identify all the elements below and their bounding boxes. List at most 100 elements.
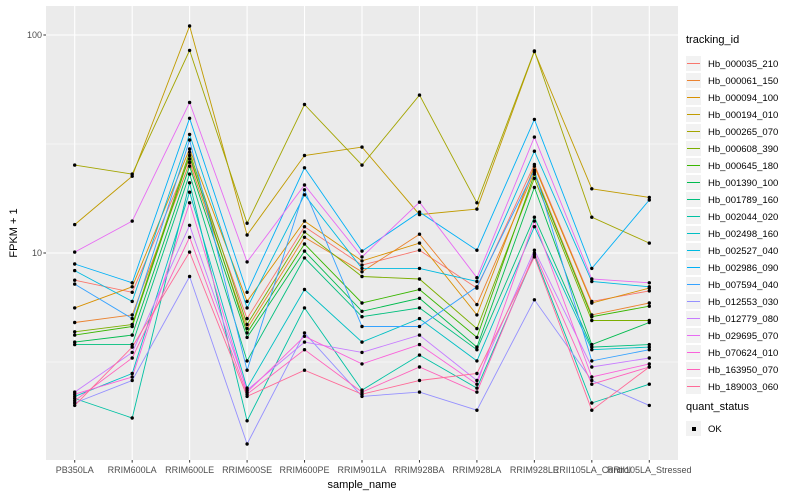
data-point xyxy=(417,212,422,217)
data-point xyxy=(187,160,192,165)
data-point xyxy=(187,100,192,105)
legend-key-line-icon xyxy=(687,334,700,337)
legend-key-line-icon xyxy=(687,164,700,167)
data-point xyxy=(475,201,479,205)
legend-key-line-icon xyxy=(687,351,700,354)
data-point xyxy=(475,326,479,331)
data-point xyxy=(187,181,192,185)
data-point xyxy=(532,135,537,139)
data-point xyxy=(647,195,651,200)
data-point xyxy=(73,342,77,347)
data-point xyxy=(302,230,307,234)
data-point xyxy=(130,371,134,376)
data-point xyxy=(187,172,192,176)
data-point xyxy=(417,378,422,383)
data-point xyxy=(647,301,651,305)
data-point xyxy=(475,371,479,376)
data-point xyxy=(532,117,537,122)
data-point xyxy=(73,333,77,337)
data-point xyxy=(360,255,364,259)
data-point xyxy=(130,356,134,360)
legend-key xyxy=(686,225,701,241)
data-point xyxy=(475,276,479,280)
data-point xyxy=(417,316,422,321)
x-tick-label: RRIM600SE xyxy=(222,465,273,475)
data-point xyxy=(302,102,307,107)
x-tick-label: RRIM901LA xyxy=(337,465,387,475)
data-point xyxy=(647,365,651,369)
legend-key xyxy=(686,89,701,105)
data-point xyxy=(590,365,594,369)
legend-key-line-icon xyxy=(687,96,700,99)
legend-key xyxy=(686,174,701,190)
legend-key-line-icon xyxy=(687,266,700,269)
data-point xyxy=(187,48,192,53)
data-point xyxy=(245,316,249,321)
x-tick-label: RRIM600PE xyxy=(279,465,330,475)
y-tick-label: 100 xyxy=(26,30,42,40)
data-point xyxy=(417,210,422,214)
legend-key xyxy=(686,191,701,207)
data-point xyxy=(73,306,77,310)
legend-label: Hb_002986_090 xyxy=(708,262,779,274)
data-point xyxy=(475,248,479,252)
data-point xyxy=(532,164,537,168)
data-point xyxy=(360,145,364,149)
legend-label: Hb_029695_070 xyxy=(708,330,779,342)
data-point xyxy=(475,302,479,307)
legend-key-line-icon xyxy=(687,113,700,116)
legend-key-line-icon xyxy=(687,181,700,184)
data-point xyxy=(417,342,422,347)
legend-key-line-icon xyxy=(687,300,700,303)
data-point xyxy=(130,378,134,383)
data-point xyxy=(302,219,307,223)
data-point xyxy=(245,331,249,335)
data-point xyxy=(130,333,134,337)
data-point xyxy=(532,215,537,219)
data-point xyxy=(187,150,192,154)
legend-label: Hb_000094_100 xyxy=(708,92,779,104)
data-point xyxy=(417,287,422,292)
data-point xyxy=(590,408,594,412)
x-tick-label: RRII105LA_Stressed xyxy=(606,465,692,475)
data-point xyxy=(647,362,651,366)
legend-key-line-icon xyxy=(687,232,700,235)
data-point xyxy=(245,260,249,264)
legend-key-line-icon xyxy=(687,147,700,150)
legend-label: Hb_007594_040 xyxy=(708,279,779,291)
legend-key-line-icon xyxy=(687,79,700,82)
data-point xyxy=(302,235,307,239)
data-point xyxy=(360,340,364,344)
x-tick-label: RRII105LA_Control xyxy=(552,465,631,475)
x-axis-title: sample_name xyxy=(327,479,397,491)
data-point xyxy=(647,281,651,285)
data-point xyxy=(245,221,249,225)
legend-label: Hb_002527_040 xyxy=(708,245,779,257)
data-point xyxy=(590,277,594,281)
data-point xyxy=(475,335,479,340)
legend-key-line-icon xyxy=(687,249,700,252)
legend-key-line-icon xyxy=(687,317,700,320)
data-point xyxy=(532,172,537,176)
legend-key xyxy=(686,242,701,258)
legend-key-line-icon xyxy=(687,62,700,65)
data-point xyxy=(302,153,307,158)
data-point xyxy=(590,401,594,405)
data-point xyxy=(417,333,422,337)
data-point xyxy=(590,215,594,219)
data-point xyxy=(417,266,422,271)
data-point xyxy=(187,201,192,205)
data-point xyxy=(475,207,479,211)
legend-label: Hb_000194_010 xyxy=(708,109,779,121)
data-point xyxy=(73,340,77,344)
data-point xyxy=(73,330,77,334)
legend2-label: OK xyxy=(708,424,722,435)
y-tick-label: 10 xyxy=(31,248,42,258)
data-point xyxy=(532,168,537,172)
data-point xyxy=(360,309,364,313)
data-point xyxy=(475,359,479,363)
data-point xyxy=(130,299,134,304)
data-point xyxy=(647,403,651,408)
data-point xyxy=(245,233,249,237)
data-point xyxy=(73,250,77,254)
